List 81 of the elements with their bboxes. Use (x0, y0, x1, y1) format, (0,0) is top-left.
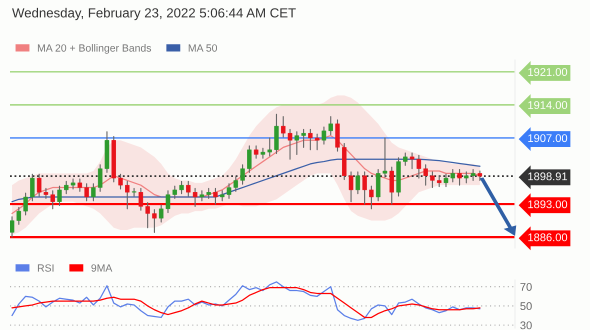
candlestick (410, 152, 414, 170)
candlestick (436, 175, 442, 188)
y-tick-label: 1921.00 (528, 68, 568, 76)
candlestick (78, 178, 82, 192)
legend-label: MA 50 (188, 44, 218, 52)
candlestick (389, 166, 394, 205)
candlestick (172, 186, 178, 199)
candlestick (158, 204, 164, 223)
candlestick (356, 171, 360, 194)
candlestick (98, 164, 102, 192)
legend-label: 9MA (91, 264, 112, 272)
candlestick (125, 180, 130, 210)
candlestick (50, 190, 55, 210)
legend-label: RSI (38, 264, 54, 272)
y-tick-label: 1898.91 (528, 172, 568, 180)
candlestick (234, 176, 238, 192)
y-tick-label: 1914.00 (528, 101, 568, 110)
line-series (11, 281, 481, 321)
candlestick (478, 170, 482, 182)
candlestick (260, 148, 266, 159)
candlestick (403, 152, 408, 166)
candlestick (450, 169, 456, 182)
candlestick (186, 180, 191, 197)
candlestick (322, 126, 326, 145)
candlestick (240, 164, 245, 185)
y-tick-label: 70 (520, 282, 532, 291)
candlestick (328, 116, 333, 136)
candlestick (308, 128, 313, 150)
candlestick (274, 114, 279, 154)
candlestick (301, 128, 306, 148)
candlestick (179, 180, 184, 194)
y-tick-label: 50 (520, 302, 532, 310)
line-series (11, 287, 481, 318)
candlestick (16, 206, 22, 225)
candlestick (314, 134, 320, 150)
candlestick (213, 188, 218, 205)
candlestick (138, 188, 144, 211)
candlestick (23, 192, 28, 216)
candlestick (10, 216, 14, 238)
candlestick (348, 171, 354, 202)
candlestick (30, 174, 35, 202)
candlestick (281, 116, 286, 138)
candlestick (464, 171, 469, 184)
candlestick (145, 202, 150, 228)
candlestick (166, 190, 170, 214)
candlestick (423, 164, 428, 186)
candlestick (36, 174, 42, 197)
candlestick (84, 183, 89, 202)
candlestick (444, 174, 448, 188)
y-tick-label: 1893.00 (528, 200, 568, 208)
candlestick (91, 183, 96, 202)
candlestick (226, 183, 232, 199)
candlestick (247, 145, 252, 173)
candlestick (57, 186, 62, 206)
candlestick (470, 169, 476, 182)
candlestick (118, 174, 123, 190)
candlestick (382, 137, 388, 178)
candlestick (376, 169, 380, 202)
candlestick (192, 188, 198, 207)
y-tick-label: 1886.00 (528, 233, 568, 242)
candlestick (362, 171, 367, 205)
y-tick-label: 30 (520, 321, 532, 330)
candlestick (44, 188, 48, 199)
candlestick (267, 137, 272, 156)
legend-label: MA 20 + Bollinger Bands (38, 44, 152, 54)
candlestick (335, 119, 340, 152)
candlestick (416, 154, 422, 179)
candlestick (294, 131, 300, 156)
candlestick (288, 128, 292, 160)
candlestick (369, 186, 374, 210)
candlestick (457, 169, 462, 186)
candlestick (206, 188, 211, 199)
chart-title: Wednesday, February 23, 2022 5:06:44 AM CET (12, 8, 296, 20)
candlestick (70, 178, 76, 190)
candlestick (152, 209, 157, 233)
candlestick (200, 190, 204, 202)
candlestick (64, 180, 69, 194)
candlestick (254, 145, 258, 159)
candlestick (220, 190, 224, 202)
y-tick-label: 1907.00 (528, 134, 568, 142)
candlestick (430, 171, 435, 188)
